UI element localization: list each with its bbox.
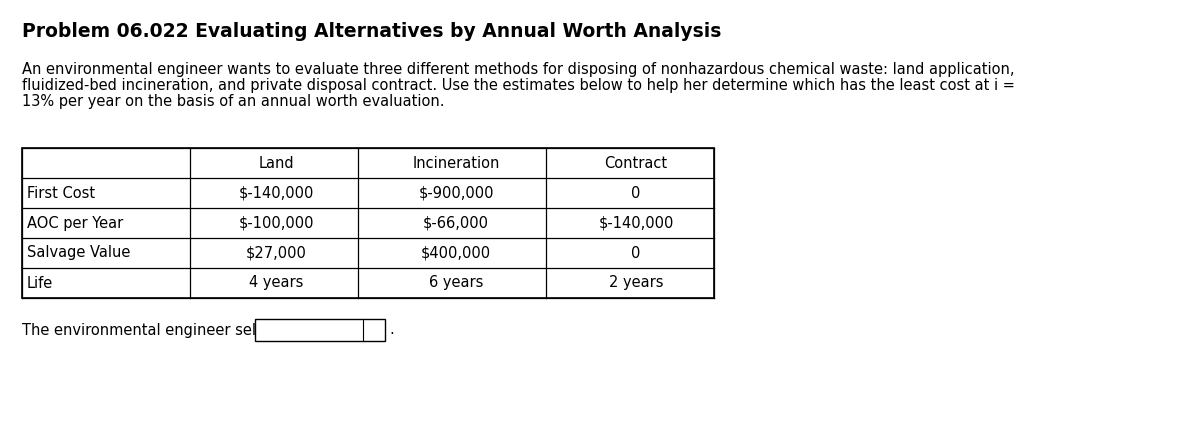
- Text: Incineration: Incineration: [413, 155, 499, 171]
- Text: (Click to select): (Click to select): [262, 323, 376, 338]
- Text: $-66,000: $-66,000: [424, 215, 490, 230]
- Text: An environmental engineer wants to evaluate three different methods for disposin: An environmental engineer wants to evalu…: [22, 62, 1014, 77]
- Text: 0: 0: [631, 245, 641, 260]
- Text: $-140,000: $-140,000: [599, 215, 673, 230]
- Text: Land: Land: [258, 155, 294, 171]
- Text: 2 years: 2 years: [608, 276, 664, 291]
- Text: $400,000: $400,000: [421, 245, 491, 260]
- Text: $-140,000: $-140,000: [239, 186, 313, 201]
- Text: .: .: [389, 323, 394, 338]
- Text: AOC per Year: AOC per Year: [28, 215, 124, 230]
- Text: First Cost: First Cost: [28, 186, 95, 201]
- Bar: [22, 148, 714, 298]
- Text: fluidized-bed incineration, and private disposal contract. Use the estimates bel: fluidized-bed incineration, and private …: [22, 78, 1015, 93]
- Text: $27,000: $27,000: [246, 245, 306, 260]
- Text: The environmental engineer selects a: The environmental engineer selects a: [22, 323, 305, 338]
- Text: $-100,000: $-100,000: [239, 215, 313, 230]
- Text: 13% per year on the basis of an annual worth evaluation.: 13% per year on the basis of an annual w…: [22, 94, 444, 109]
- Text: 6 years: 6 years: [428, 276, 484, 291]
- Text: Contract: Contract: [605, 155, 667, 171]
- Text: 4 years: 4 years: [248, 276, 304, 291]
- Text: Problem 06.022 Evaluating Alternatives by Annual Worth Analysis: Problem 06.022 Evaluating Alternatives b…: [22, 22, 721, 41]
- Text: Salvage Value: Salvage Value: [28, 245, 131, 260]
- Text: $-900,000: $-900,000: [419, 186, 493, 201]
- Bar: [256, 319, 385, 341]
- Text: ⌄: ⌄: [368, 323, 378, 337]
- Text: 0: 0: [631, 186, 641, 201]
- Text: Life: Life: [28, 276, 53, 291]
